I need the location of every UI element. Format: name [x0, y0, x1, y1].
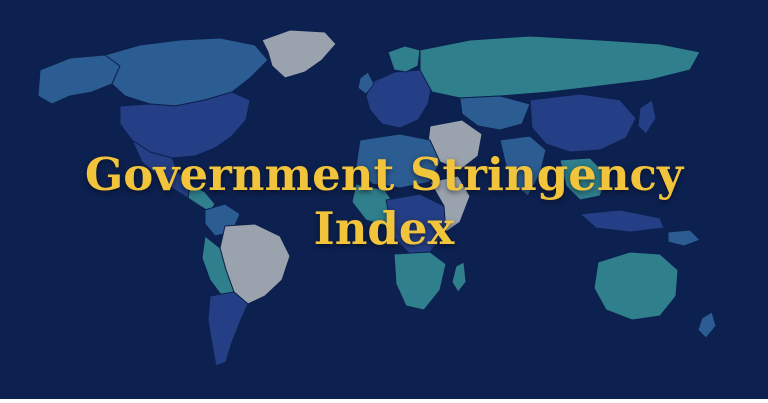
map-region-india	[499, 135, 547, 197]
map-region-canada	[104, 37, 269, 107]
map-region-east-africa	[429, 175, 471, 233]
map-region-europe	[365, 69, 433, 129]
map-region-china	[529, 93, 637, 153]
map-region-madagascar	[451, 261, 467, 293]
title-line-1: Government Stringency	[84, 148, 684, 201]
map-region-russia	[419, 35, 701, 99]
map-region-southern-africa	[393, 251, 447, 311]
map-region-japan	[637, 99, 657, 135]
map-region-alaska	[37, 54, 121, 105]
page-title: Government Stringency Index	[0, 148, 768, 256]
bottom-divider	[0, 399, 768, 403]
map-region-australia	[593, 251, 679, 321]
map-region-uk	[357, 71, 375, 95]
map-region-new-zealand	[697, 311, 717, 339]
map-region-west-africa	[351, 183, 399, 227]
map-region-greenland	[261, 29, 337, 79]
title-line-2: Index	[313, 202, 455, 255]
map-region-central-asia	[459, 95, 531, 131]
map-region-papua	[667, 229, 701, 247]
map-region-scandinavia	[387, 45, 421, 73]
map-region-indonesia	[579, 209, 665, 233]
map-region-central-africa	[385, 193, 447, 255]
map-region-southeast-asia	[559, 157, 609, 201]
map-region-argentina	[207, 291, 249, 367]
